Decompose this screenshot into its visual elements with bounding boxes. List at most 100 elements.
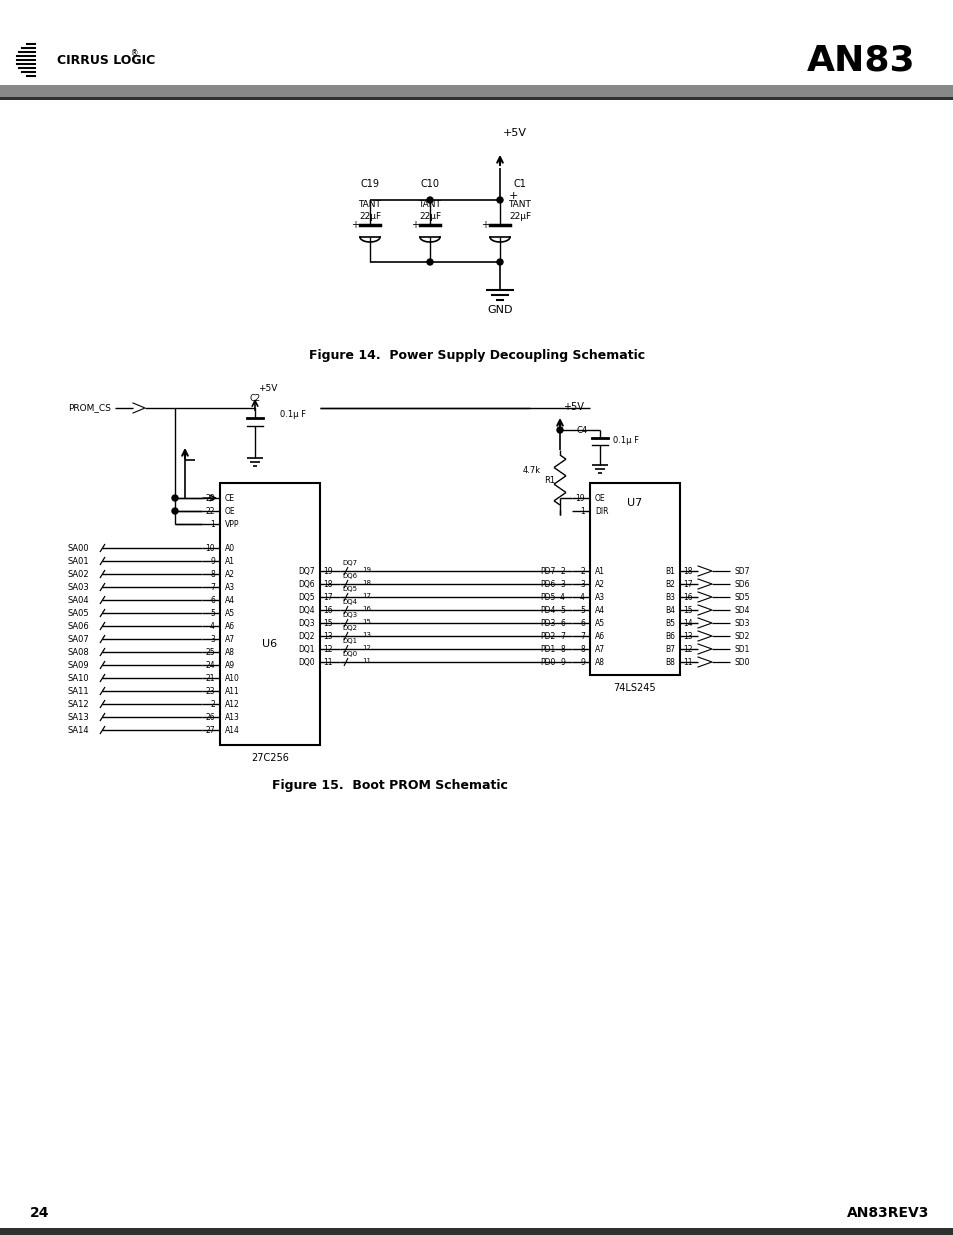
Text: A11: A11 xyxy=(225,687,239,695)
Text: SA09: SA09 xyxy=(68,661,90,669)
Bar xyxy=(589,483,679,676)
Text: 14: 14 xyxy=(682,619,692,627)
Text: 25: 25 xyxy=(205,647,214,657)
Text: SD0: SD0 xyxy=(734,657,750,667)
Text: 4.7k: 4.7k xyxy=(522,466,540,474)
Text: A2: A2 xyxy=(225,569,234,578)
Text: 9: 9 xyxy=(559,657,564,667)
Text: DQ3: DQ3 xyxy=(341,613,356,618)
Text: 9: 9 xyxy=(579,657,584,667)
Text: TANT: TANT xyxy=(508,200,531,209)
Text: SD3: SD3 xyxy=(734,619,750,627)
Text: Figure 15.  Boot PROM Schematic: Figure 15. Boot PROM Schematic xyxy=(272,778,507,792)
Text: 3: 3 xyxy=(559,579,564,589)
Text: 13: 13 xyxy=(682,631,692,641)
Text: 4: 4 xyxy=(579,593,584,601)
Text: C10: C10 xyxy=(420,179,439,189)
Text: CE: CE xyxy=(225,494,234,503)
Text: A1: A1 xyxy=(225,557,234,566)
Text: 18: 18 xyxy=(323,579,333,589)
Text: DQ6: DQ6 xyxy=(298,579,314,589)
Text: +: + xyxy=(351,220,358,230)
Text: A4: A4 xyxy=(595,605,604,615)
Text: 6: 6 xyxy=(559,619,564,627)
Text: Figure 14.  Power Supply Decoupling Schematic: Figure 14. Power Supply Decoupling Schem… xyxy=(309,348,644,362)
Text: DQ5: DQ5 xyxy=(341,585,356,592)
Text: DQ6: DQ6 xyxy=(341,573,356,579)
Text: 22μF: 22μF xyxy=(358,211,380,221)
Text: 3: 3 xyxy=(579,579,584,589)
Text: 27C256: 27C256 xyxy=(251,753,289,763)
Text: 20: 20 xyxy=(205,494,214,503)
Text: 22μF: 22μF xyxy=(418,211,440,221)
Text: +5V: +5V xyxy=(502,128,526,138)
Text: 3: 3 xyxy=(210,635,214,643)
Text: SA04: SA04 xyxy=(68,595,90,604)
Text: 21: 21 xyxy=(205,673,214,683)
Text: PD3: PD3 xyxy=(539,619,555,627)
Text: B3: B3 xyxy=(664,593,675,601)
Text: A1: A1 xyxy=(595,567,604,576)
Text: SA03: SA03 xyxy=(68,583,90,592)
Text: 19: 19 xyxy=(575,494,584,503)
Text: DQ0: DQ0 xyxy=(298,657,314,667)
Text: 0.1μ F: 0.1μ F xyxy=(613,436,639,445)
Text: SD5: SD5 xyxy=(734,593,750,601)
Text: 24: 24 xyxy=(205,661,214,669)
Text: DQ4: DQ4 xyxy=(341,599,356,605)
Text: U7: U7 xyxy=(627,498,642,508)
Text: C19: C19 xyxy=(360,179,379,189)
Text: 19: 19 xyxy=(323,567,333,576)
Text: C1: C1 xyxy=(513,179,526,189)
Text: DQ2: DQ2 xyxy=(341,625,356,631)
Text: SA06: SA06 xyxy=(68,621,90,631)
Text: 26: 26 xyxy=(205,713,214,721)
Text: VPP: VPP xyxy=(225,520,239,529)
Text: 22: 22 xyxy=(205,506,214,515)
Text: PD6: PD6 xyxy=(539,579,555,589)
Text: SA05: SA05 xyxy=(68,609,90,618)
Text: 15: 15 xyxy=(361,619,371,625)
Text: U6: U6 xyxy=(262,638,277,650)
Text: 8: 8 xyxy=(210,569,214,578)
Text: 15: 15 xyxy=(323,619,333,627)
Text: SA08: SA08 xyxy=(68,647,90,657)
Text: 5: 5 xyxy=(579,605,584,615)
Text: 19: 19 xyxy=(361,567,371,573)
Text: A7: A7 xyxy=(595,645,604,653)
Text: B6: B6 xyxy=(664,631,675,641)
Text: B7: B7 xyxy=(664,645,675,653)
Text: B2: B2 xyxy=(664,579,675,589)
Text: SD7: SD7 xyxy=(734,567,750,576)
Text: 5: 5 xyxy=(559,605,564,615)
Bar xyxy=(0,85,953,100)
Text: 23: 23 xyxy=(205,687,214,695)
Text: 7: 7 xyxy=(559,631,564,641)
Text: DQ2: DQ2 xyxy=(298,631,314,641)
Text: SD2: SD2 xyxy=(734,631,750,641)
Text: 0.1μ F: 0.1μ F xyxy=(280,410,306,419)
Text: 9: 9 xyxy=(210,557,214,566)
Text: DQ7: DQ7 xyxy=(298,567,314,576)
Text: A3: A3 xyxy=(595,593,604,601)
Text: SA13: SA13 xyxy=(68,713,90,721)
Text: DIR: DIR xyxy=(595,506,608,515)
Text: 8: 8 xyxy=(579,645,584,653)
Text: CIRRUS LOGIC: CIRRUS LOGIC xyxy=(57,53,155,67)
Text: SA01: SA01 xyxy=(68,557,90,566)
Text: A6: A6 xyxy=(595,631,604,641)
Text: 11: 11 xyxy=(682,657,692,667)
Text: 4: 4 xyxy=(559,593,564,601)
Text: +: + xyxy=(480,220,489,230)
Text: 11: 11 xyxy=(361,658,371,664)
Text: 10: 10 xyxy=(205,543,214,552)
Text: DQ7: DQ7 xyxy=(341,559,356,566)
Text: 1: 1 xyxy=(579,506,584,515)
Text: SA14: SA14 xyxy=(68,725,90,735)
Bar xyxy=(0,98,953,100)
Text: 17: 17 xyxy=(361,593,371,599)
Text: 2: 2 xyxy=(559,567,564,576)
Text: +: + xyxy=(508,191,517,201)
Text: TANT: TANT xyxy=(358,200,381,209)
Circle shape xyxy=(427,259,433,266)
